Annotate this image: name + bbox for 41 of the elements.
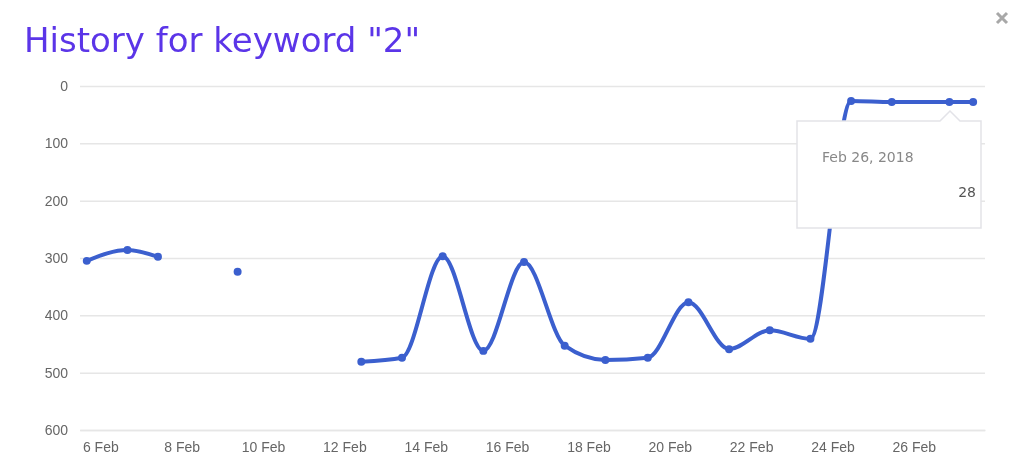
point xyxy=(765,326,774,335)
y-tick-label: 500 xyxy=(44,364,69,381)
x-tick-label: 6 Feb xyxy=(82,438,119,455)
y-tick-label: 200 xyxy=(44,192,69,209)
y-tick-label: 600 xyxy=(44,421,69,438)
annotation: Feb 26, 2018 xyxy=(822,149,914,165)
x-tick-label: 12 Feb xyxy=(323,438,367,455)
y-tick-label: 400 xyxy=(44,307,69,324)
x-tick-label: 8 Feb xyxy=(164,438,201,455)
x-tick-label: 20 Feb xyxy=(648,438,693,455)
x-tick-label: 16 Feb xyxy=(485,438,530,455)
point xyxy=(601,356,610,365)
chart-title: History for keyword "2" xyxy=(24,20,421,60)
point xyxy=(643,353,652,362)
point xyxy=(123,245,132,254)
x-tick-label: 22 Feb xyxy=(729,438,774,455)
point xyxy=(82,256,91,265)
point xyxy=(153,252,162,261)
x-tick-label: 24 Feb xyxy=(811,438,855,455)
point xyxy=(233,267,242,276)
point xyxy=(398,353,406,362)
y-tick-label: 100 xyxy=(44,135,69,152)
y-tick-label: 300 xyxy=(44,249,69,266)
point xyxy=(887,98,896,107)
point xyxy=(725,345,734,354)
point xyxy=(806,334,815,343)
y-tick-label: 0 xyxy=(60,77,69,94)
point xyxy=(560,341,569,350)
x-tick-label: 10 Feb xyxy=(241,438,286,455)
x-tick-label: 26 Feb xyxy=(892,438,937,455)
x-tick-label: 18 Feb xyxy=(567,438,611,455)
point xyxy=(847,96,856,105)
point xyxy=(357,357,366,366)
point xyxy=(945,98,954,107)
point xyxy=(969,98,978,107)
point xyxy=(479,346,488,355)
annotation: 28 xyxy=(958,184,976,200)
x-tick-label: 14 Feb xyxy=(404,438,449,455)
point xyxy=(520,258,529,266)
point xyxy=(684,298,693,307)
point xyxy=(438,252,447,261)
